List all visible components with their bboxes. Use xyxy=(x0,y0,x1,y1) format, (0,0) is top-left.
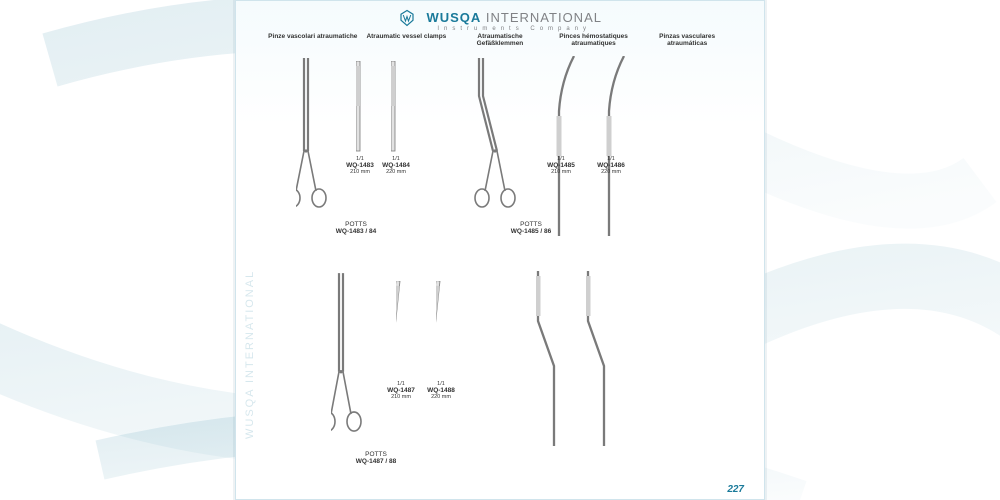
lang-it: Pinze vascolari atraumatiche xyxy=(266,33,360,48)
sku-1483: 1/1 WQ-1483 210 mm xyxy=(340,156,380,175)
catalog-body: 1/1 WQ-1483 210 mm 1/1 WQ-1484 220 mm PO… xyxy=(236,56,764,479)
sku-size: 220 mm xyxy=(591,169,631,175)
group-3: POTTS WQ-1487 / 88 xyxy=(316,451,436,465)
sku-code: WQ-1486 xyxy=(591,162,631,169)
sku-1485: 1/1 WQ-1485 210 mm xyxy=(541,156,581,175)
instrument-tip-1487 xyxy=(396,281,406,381)
sku-code: WQ-1484 xyxy=(376,162,416,169)
sku-size: 210 mm xyxy=(381,394,421,400)
sku-size: 220 mm xyxy=(421,394,461,400)
sku-size: 210 mm xyxy=(541,169,581,175)
group-range: WQ-1487 / 88 xyxy=(316,458,436,465)
group-name: POTTS xyxy=(471,221,591,228)
brand-tagline: Instruments Company xyxy=(426,26,602,32)
lang-fr: Pinces hémostatiques atraumatiques xyxy=(547,33,641,48)
instrument-clamp-straight-2 xyxy=(331,271,371,446)
instrument-clamp-angled-1 xyxy=(471,56,521,221)
sku-code: WQ-1488 xyxy=(421,387,461,394)
group-1: POTTS WQ-1483 / 84 xyxy=(296,221,416,235)
instrument-tip-1488 xyxy=(436,281,446,381)
group-2: POTTS WQ-1485 / 86 xyxy=(471,221,591,235)
instrument-tip-angled-a xyxy=(536,271,561,456)
lang-de: Atraumatische Gefäßklemmen xyxy=(453,33,547,48)
watermark-text: WUSQA INTERNATIONAL xyxy=(244,270,256,439)
gutter-right xyxy=(765,0,1000,500)
catalog-page: WUSQA INTERNATIONAL Instruments Company … xyxy=(235,0,765,500)
instrument-tip-1484 xyxy=(391,61,399,158)
gutter-left xyxy=(0,0,235,500)
brand-name: WUSQA xyxy=(426,10,481,25)
group-name: POTTS xyxy=(316,451,436,458)
group-name: POTTS xyxy=(296,221,416,228)
sku-size: 210 mm xyxy=(340,169,380,175)
page-number: 227 xyxy=(727,484,744,495)
sku-1487: 1/1 WQ-1487 210 mm xyxy=(381,381,421,400)
language-header-row: Pinze vascolari atraumatiche Atraumatic … xyxy=(236,33,764,48)
group-range: WQ-1483 / 84 xyxy=(296,228,416,235)
instrument-tip-1486 xyxy=(606,56,631,246)
instrument-tip-1483 xyxy=(356,61,364,158)
sku-code: WQ-1487 xyxy=(381,387,421,394)
brand-suffix: INTERNATIONAL xyxy=(486,10,602,25)
sku-1484: 1/1 WQ-1484 220 mm xyxy=(376,156,416,175)
instrument-tip-angled-b xyxy=(586,271,611,456)
sku-code: WQ-1483 xyxy=(340,162,380,169)
logo-text: WUSQA INTERNATIONAL Instruments Company xyxy=(426,10,602,32)
lang-en: Atraumatic vessel clamps xyxy=(360,33,454,48)
lang-es: Pinzas vasculares atraumáticas xyxy=(640,33,734,48)
instrument-clamp-straight-1 xyxy=(296,56,336,221)
instrument-tip-1485 xyxy=(556,56,581,246)
sku-1486: 1/1 WQ-1486 220 mm xyxy=(591,156,631,175)
brand-logo: WUSQA INTERNATIONAL Instruments Company xyxy=(236,9,764,32)
watermark: WUSQA INTERNATIONAL xyxy=(244,270,256,439)
logo-icon xyxy=(398,9,416,32)
sku-size: 220 mm xyxy=(376,169,416,175)
sku-1488: 1/1 WQ-1488 220 mm xyxy=(421,381,461,400)
sku-code: WQ-1485 xyxy=(541,162,581,169)
group-range: WQ-1485 / 86 xyxy=(471,228,591,235)
